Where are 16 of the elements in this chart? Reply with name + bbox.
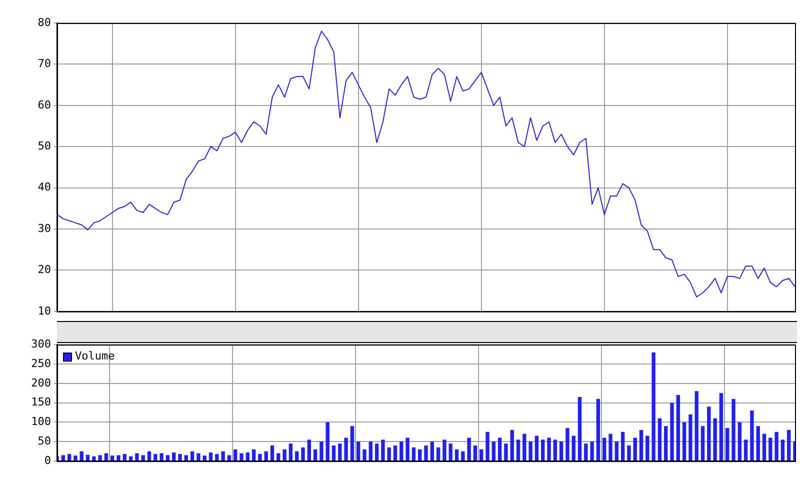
- y-tick-label: 40: [38, 180, 51, 194]
- y-tick-label: 100: [31, 415, 51, 428]
- y-tick-label: 20: [38, 263, 51, 276]
- legend-label: Volume: [75, 349, 115, 362]
- y-tick-label: 70: [38, 57, 51, 70]
- y-tick-label: 200: [31, 376, 51, 390]
- y-tick-label: 80: [38, 16, 51, 29]
- y-tick-label: 250: [31, 356, 51, 370]
- y-tick-label: 50: [38, 139, 51, 152]
- y-tick-label: 60: [38, 98, 51, 112]
- y-tick-label: 10: [38, 304, 51, 318]
- y-tick-label: 300: [31, 337, 51, 350]
- y-tick-label: 30: [38, 222, 51, 235]
- y-tick-label: 50: [38, 434, 51, 448]
- y-tick-label: 150: [31, 396, 51, 409]
- y-tick-label: 0: [44, 454, 51, 467]
